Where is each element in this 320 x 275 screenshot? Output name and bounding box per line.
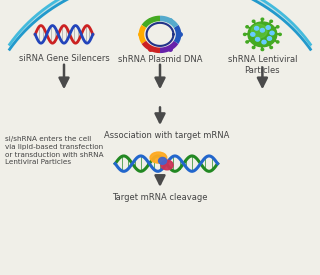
Circle shape [254,27,259,30]
Circle shape [244,33,246,35]
Ellipse shape [161,160,173,170]
Circle shape [266,26,270,29]
Circle shape [276,26,279,28]
Circle shape [246,41,248,43]
Circle shape [246,26,248,28]
Text: Target mRNA cleavage: Target mRNA cleavage [112,192,208,202]
Circle shape [260,29,264,32]
Circle shape [262,40,266,44]
Circle shape [279,33,281,35]
Circle shape [251,33,255,36]
Circle shape [255,37,260,41]
Circle shape [251,24,267,38]
Circle shape [270,31,274,35]
Text: shRNA Plasmid DNA: shRNA Plasmid DNA [118,55,202,64]
Text: si/shRNA enters the cell
via lipid-based transfection
or transduction with shRNA: si/shRNA enters the cell via lipid-based… [5,136,103,165]
Circle shape [276,41,279,43]
Circle shape [270,20,272,22]
Circle shape [252,46,255,49]
Text: Association with target mRNA: Association with target mRNA [104,131,229,140]
Circle shape [261,48,264,51]
Circle shape [270,46,272,49]
Circle shape [261,18,264,20]
Circle shape [248,22,277,47]
Text: shRNA Lentiviral
Particles: shRNA Lentiviral Particles [228,55,297,75]
Ellipse shape [159,157,167,164]
Circle shape [268,37,271,40]
Circle shape [252,20,255,22]
Ellipse shape [150,152,167,163]
Text: siRNA Gene Silencers: siRNA Gene Silencers [19,54,109,63]
